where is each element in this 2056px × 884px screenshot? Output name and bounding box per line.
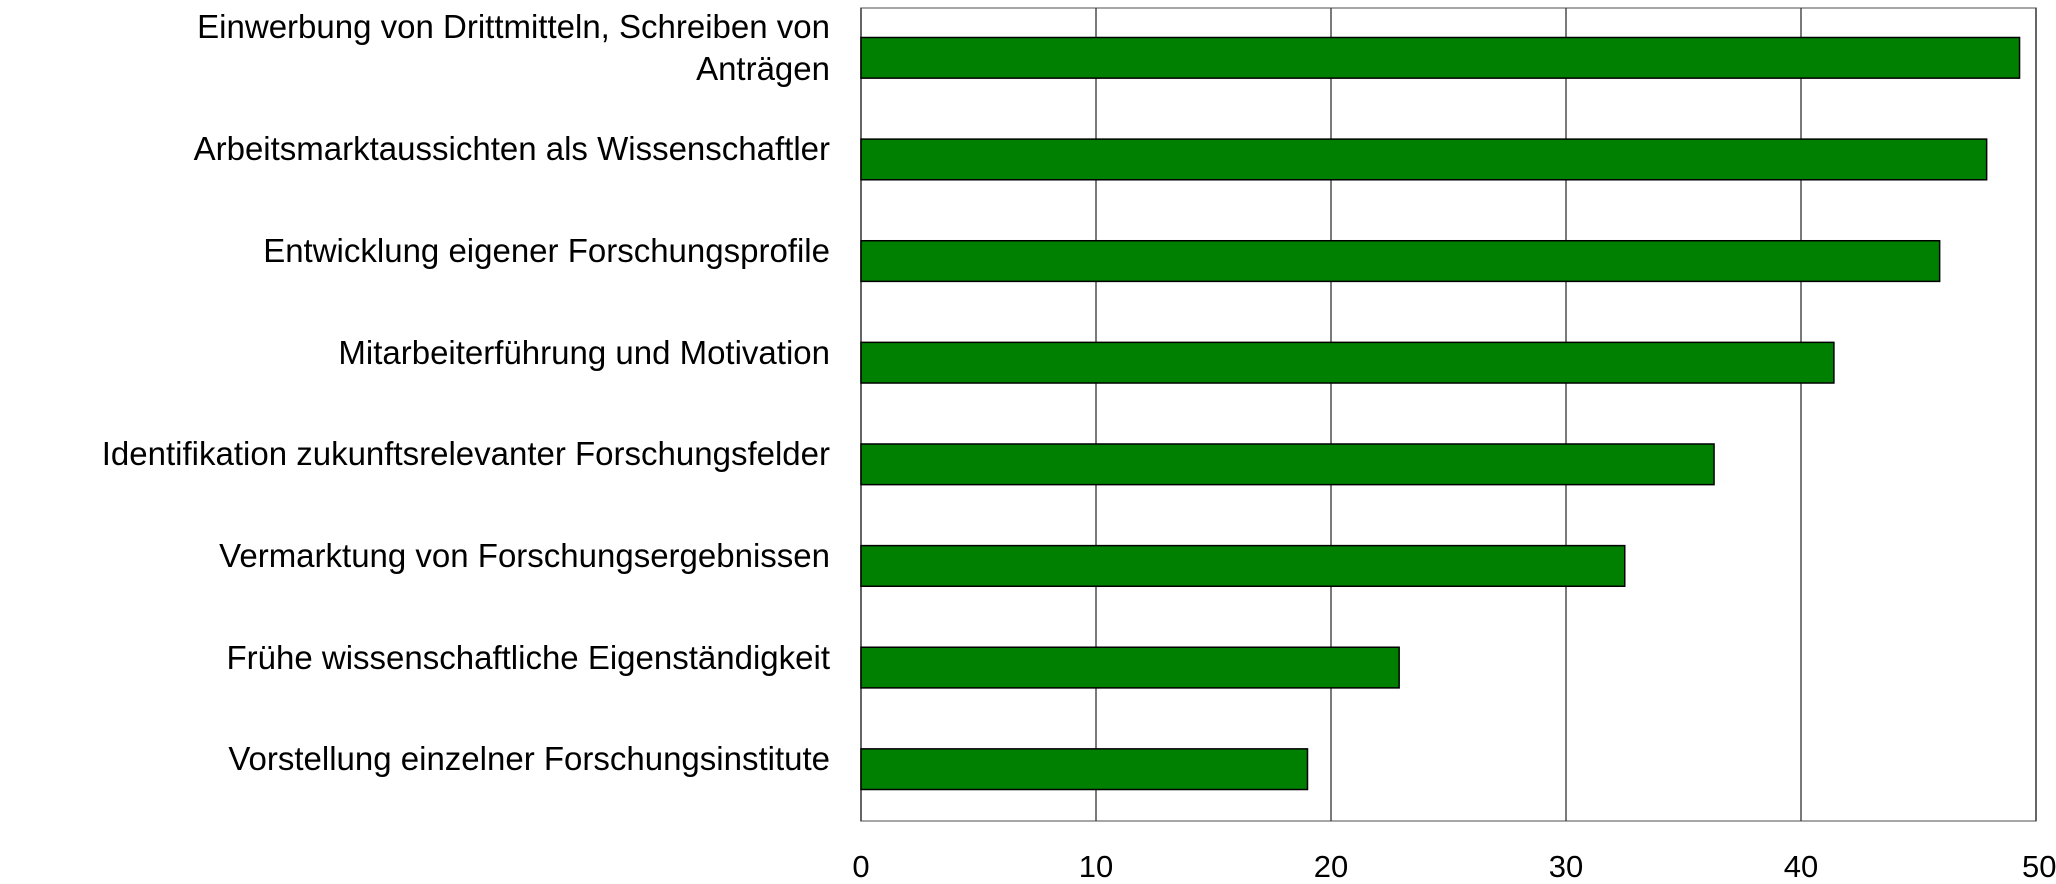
bar <box>860 544 1626 588</box>
bar <box>860 443 1715 486</box>
y-tick-label: Arbeitsmarktaussichten als Wissenschaftl… <box>193 130 830 168</box>
x-tick-label: 40 <box>1784 849 1818 884</box>
y-tick-label: Identifikation zukunftsrelevanter Forsch… <box>101 435 830 473</box>
y-tick-label: Vermarktung von Forschungsergebnissen <box>219 536 830 574</box>
y-tick-label: Entwicklung eigener Forschungsprofile <box>263 232 830 270</box>
bar <box>860 646 1400 689</box>
x-tick-label: 50 % <box>2022 849 2056 884</box>
x-tick-label: 30 <box>1549 849 1583 884</box>
x-tick-label: 10 <box>1079 849 1113 884</box>
bar <box>860 239 1941 283</box>
bar <box>860 748 1309 791</box>
y-tick-label: Vorstellung einzelner Forschungsinstitut… <box>228 740 830 778</box>
bar <box>860 138 1988 181</box>
y-tick-label: Einwerbung von Drittmitteln, Schreiben v… <box>197 7 830 87</box>
y-tick-label: Mitarbeiterführung und Motivation <box>338 333 830 371</box>
y-tick-label: Frühe wissenschaftliche Eigenständigkeit <box>226 638 831 676</box>
x-tick-label: 20 <box>1314 849 1348 884</box>
x-tick-label: 0 <box>852 849 869 884</box>
bar <box>860 341 1835 384</box>
plot-area <box>860 7 2037 822</box>
bar <box>860 36 2021 79</box>
